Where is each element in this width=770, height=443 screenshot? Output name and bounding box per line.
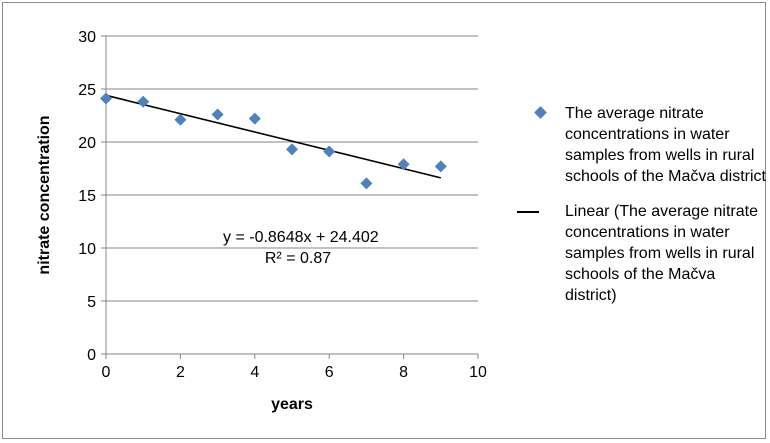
x-tick-label: 0	[102, 364, 111, 381]
data-point	[137, 95, 150, 108]
y-tick-label: 15	[78, 188, 96, 205]
legend-trendline-label: Linear (The average nitrate concentratio…	[565, 203, 758, 304]
legend-item-trendline: Linear (The average nitrate concentratio…	[517, 201, 767, 306]
data-point	[211, 108, 224, 121]
x-tick-label: 6	[325, 364, 334, 381]
data-point	[248, 112, 261, 125]
data-point	[323, 145, 336, 158]
x-tick-label: 4	[250, 364, 259, 381]
y-tick-label: 0	[87, 347, 96, 364]
data-point	[174, 113, 187, 126]
data-point	[397, 158, 410, 171]
trendline-r-squared: R² = 0.87	[264, 250, 332, 267]
chart-area: 0 5 10 15 20 25 30 0 2 4 6 8 10 years nitrate concentr…	[2, 2, 766, 439]
trendline-equation: y = -0.8648x + 24.402	[223, 229, 379, 246]
legend-item-series: The average nitrate concentrations in wa…	[531, 103, 767, 187]
data-point	[286, 143, 298, 156]
y-tick-label: 10	[78, 241, 96, 258]
legend-series-label: The average nitrate concentrations in wa…	[565, 105, 766, 185]
y-tick-label: 25	[78, 82, 96, 99]
data-point	[100, 92, 112, 105]
diamond-marker-icon	[534, 106, 547, 119]
trendline-equation-label: y = -0.8648x + 24.402 R² = 0.87	[223, 227, 379, 269]
data-point	[434, 160, 447, 173]
y-tick-label: 5	[87, 294, 96, 311]
y-tick-label: 30	[78, 29, 96, 46]
x-tick-label: 10	[469, 364, 487, 381]
trendline	[105, 94, 441, 179]
data-point	[360, 177, 373, 190]
legend: The average nitrate concentrations in wa…	[517, 103, 767, 306]
y-axis-title: nitrate concentration	[36, 115, 53, 274]
line-marker-icon	[517, 211, 539, 213]
x-axis-title: years	[271, 396, 313, 413]
y-tick-label: 20	[78, 135, 96, 152]
x-tick-label: 8	[399, 364, 408, 381]
x-tick-label: 2	[176, 364, 185, 381]
plot-area: 0 5 10 15 20 25 30 0 2 4 6 8 10 years nitrate concentr…	[36, 29, 487, 413]
